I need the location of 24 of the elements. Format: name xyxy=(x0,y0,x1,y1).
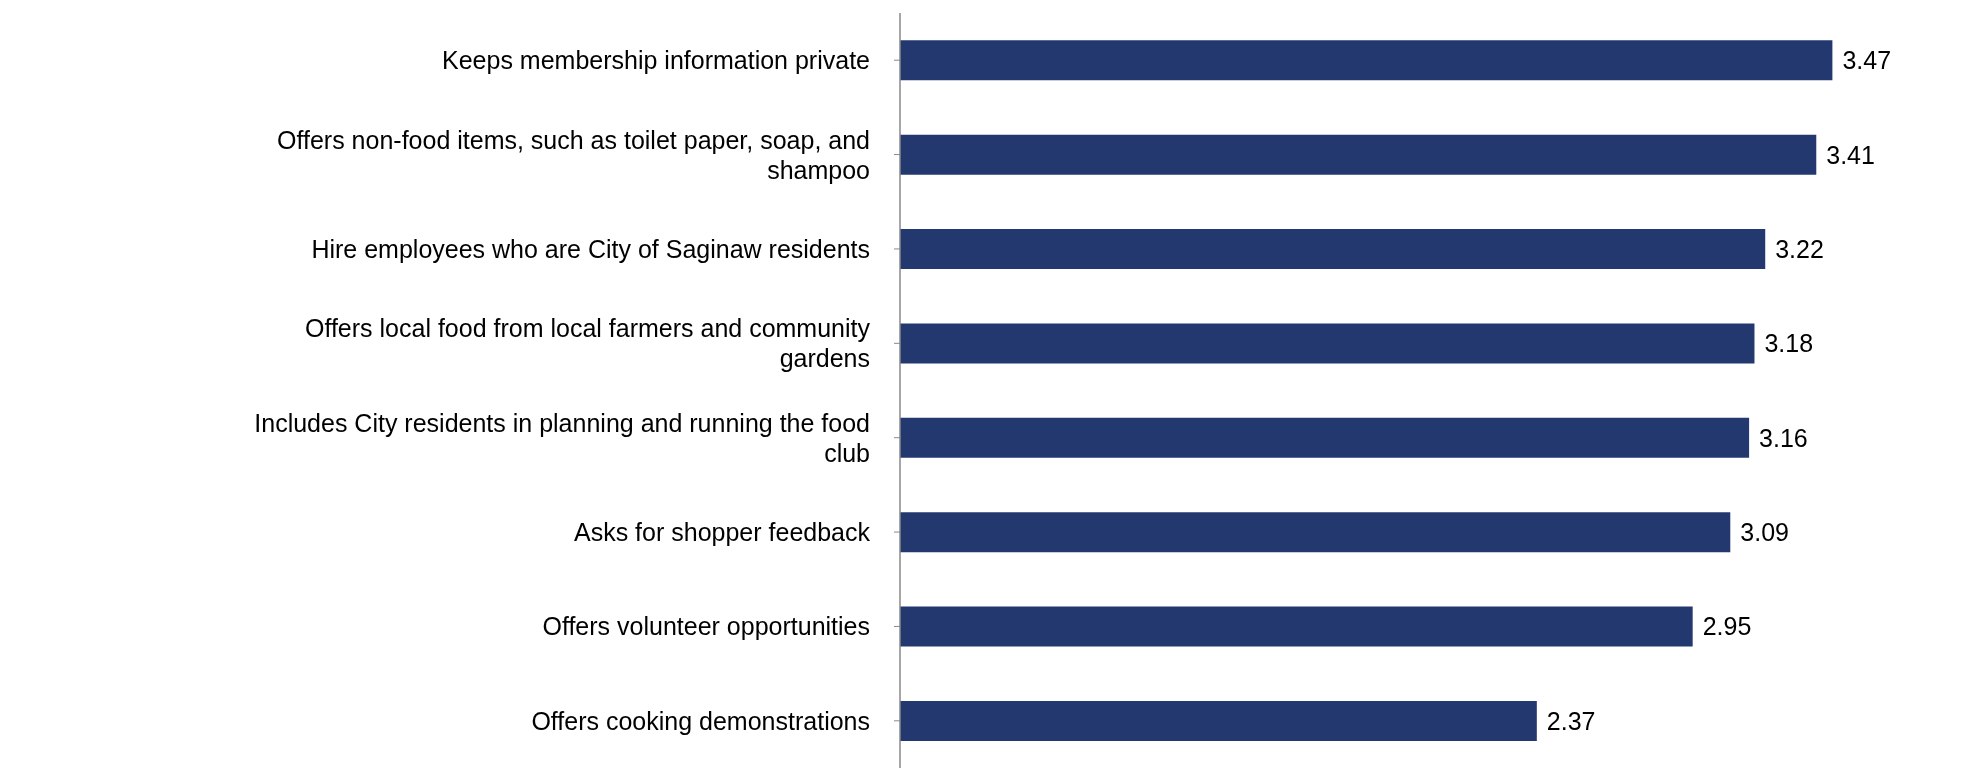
data-label: 3.47 xyxy=(1842,46,1892,75)
bar xyxy=(900,229,1766,270)
data-label: 3.41 xyxy=(1826,140,1875,169)
y-tick-label: Offers local food from local farmers and community gardens xyxy=(304,314,871,373)
bar xyxy=(900,606,1693,647)
bar xyxy=(900,417,1750,458)
data-label: 2.95 xyxy=(1702,612,1752,641)
y-tick-label: Keeps membership information private xyxy=(442,46,870,75)
data-label: 3.09 xyxy=(1740,518,1789,547)
data-label: 3.16 xyxy=(1759,423,1808,452)
y-tick-label: Hire employees who are City of Saginaw residents xyxy=(311,234,870,263)
y-tick-label: Offers cooking demonstrations xyxy=(531,706,870,735)
data-label: 3.22 xyxy=(1775,234,1824,263)
y-tick-label: Offers volunteer opportunities xyxy=(542,612,870,641)
bar xyxy=(900,40,1833,81)
y-tick-label: Offers non-food items, such as toilet paper, soap, and shampoo xyxy=(277,125,870,184)
data-label: 2.37 xyxy=(1546,706,1596,735)
y-tick-label: Asks for shopper feedback xyxy=(574,518,871,547)
bar xyxy=(900,700,1537,741)
bar xyxy=(900,134,1817,175)
bar xyxy=(900,323,1755,364)
bar xyxy=(900,512,1731,553)
data-label: 3.18 xyxy=(1764,329,1814,358)
y-tick-label: Includes City residents in planning and running the food club xyxy=(254,408,870,467)
